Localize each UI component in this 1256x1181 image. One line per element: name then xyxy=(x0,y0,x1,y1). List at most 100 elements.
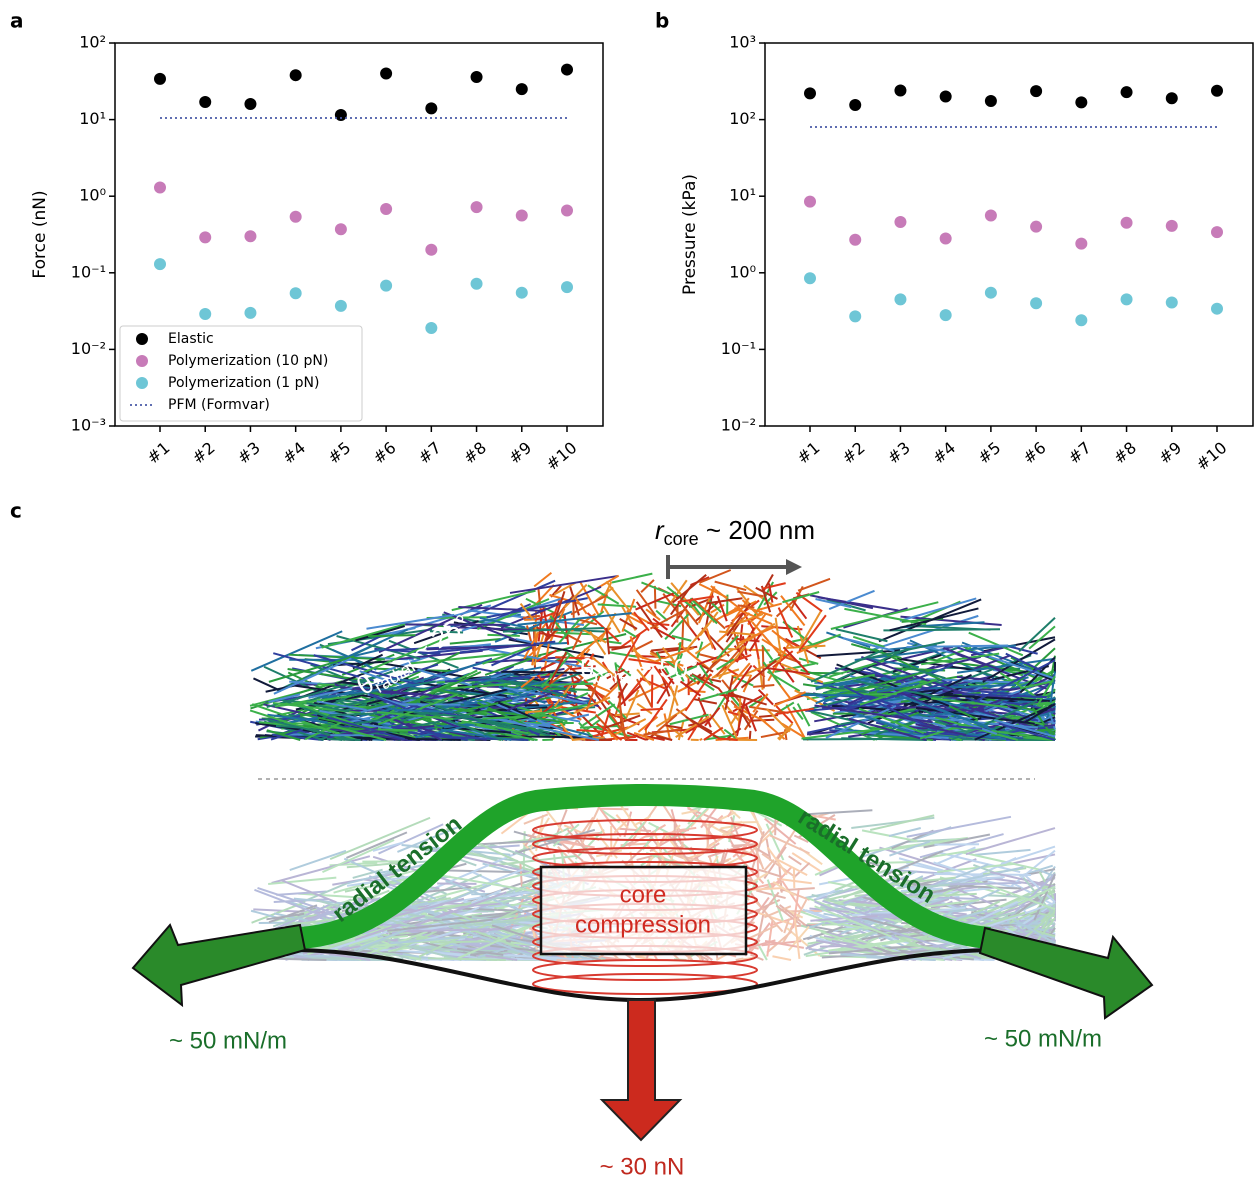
filament xyxy=(395,928,438,942)
point xyxy=(1075,96,1088,109)
filament xyxy=(783,889,810,901)
filament xyxy=(656,678,674,705)
filament xyxy=(446,906,480,922)
legend-label: Polymerization (1 pN) xyxy=(168,375,319,391)
filament xyxy=(716,595,728,622)
point xyxy=(804,87,816,100)
filament xyxy=(533,571,553,588)
point xyxy=(334,108,347,121)
filament xyxy=(824,920,887,935)
y-tick-label: 10⁰ xyxy=(729,262,756,281)
filament xyxy=(751,909,793,926)
filament xyxy=(677,595,714,603)
point xyxy=(154,181,166,194)
filament xyxy=(1006,877,1056,896)
filament xyxy=(448,949,508,959)
filament xyxy=(469,722,524,736)
filament xyxy=(467,946,529,961)
filament xyxy=(566,829,596,861)
filament xyxy=(769,834,810,855)
filament xyxy=(783,918,791,934)
filament xyxy=(782,591,820,604)
point xyxy=(1211,302,1223,315)
filament xyxy=(956,675,996,682)
filament xyxy=(691,674,715,691)
filament xyxy=(1048,899,1056,923)
filament xyxy=(714,580,747,592)
filament xyxy=(805,912,890,950)
filament xyxy=(479,616,526,629)
filament xyxy=(388,944,420,953)
filament xyxy=(1013,918,1056,945)
filament xyxy=(324,948,426,954)
filament xyxy=(421,949,478,960)
filament xyxy=(393,708,454,714)
filament xyxy=(881,940,961,959)
x-tick-label: #7 xyxy=(1065,438,1095,468)
x-tick-label: #9 xyxy=(1155,438,1185,468)
point xyxy=(289,210,302,223)
filament xyxy=(923,847,986,860)
filament xyxy=(984,893,1056,922)
y-tick-label: 10¹ xyxy=(729,186,756,205)
filament xyxy=(671,634,692,642)
filament xyxy=(449,637,501,645)
filament xyxy=(657,713,678,732)
filament xyxy=(726,602,752,637)
filament xyxy=(549,615,569,639)
filament xyxy=(828,589,875,610)
filament xyxy=(419,683,511,692)
filament xyxy=(450,871,553,909)
filament xyxy=(570,594,609,616)
filament xyxy=(1038,933,1056,945)
filament xyxy=(914,881,977,889)
filament xyxy=(671,574,707,604)
filament xyxy=(900,947,941,951)
filament xyxy=(332,649,377,671)
filament xyxy=(409,906,468,910)
filament xyxy=(745,872,769,887)
filament xyxy=(353,926,412,952)
filament xyxy=(765,838,772,862)
filament xyxy=(971,911,1004,922)
filament xyxy=(441,919,516,943)
filament xyxy=(429,630,464,634)
filament xyxy=(711,668,740,679)
filament xyxy=(416,936,474,940)
filament xyxy=(748,939,776,949)
filament xyxy=(831,939,873,949)
filament xyxy=(977,912,1056,944)
filament xyxy=(379,944,428,961)
filament xyxy=(664,724,683,730)
filament xyxy=(357,927,472,958)
filament xyxy=(469,957,578,961)
filament xyxy=(477,717,550,734)
point xyxy=(470,201,483,214)
filament xyxy=(485,954,518,961)
filament xyxy=(883,628,1001,632)
filament xyxy=(366,613,455,630)
filament xyxy=(774,617,783,661)
filament xyxy=(737,604,755,609)
filament xyxy=(635,589,657,617)
filament xyxy=(348,935,378,947)
filament xyxy=(841,923,885,932)
filament xyxy=(495,957,542,961)
filament xyxy=(327,716,405,741)
x-tick-label: #5 xyxy=(974,438,1004,468)
filament xyxy=(356,935,467,961)
filament xyxy=(805,909,849,926)
filament xyxy=(429,945,497,958)
symbol: θ xyxy=(580,653,594,683)
filament xyxy=(916,866,1024,892)
filament xyxy=(1022,876,1056,918)
filament xyxy=(891,829,934,850)
point xyxy=(515,286,528,299)
filament xyxy=(318,944,395,948)
filament xyxy=(801,726,893,740)
filament xyxy=(482,645,532,665)
filament xyxy=(371,923,452,944)
filament xyxy=(936,851,1021,874)
filament xyxy=(879,846,950,870)
point xyxy=(515,83,528,96)
